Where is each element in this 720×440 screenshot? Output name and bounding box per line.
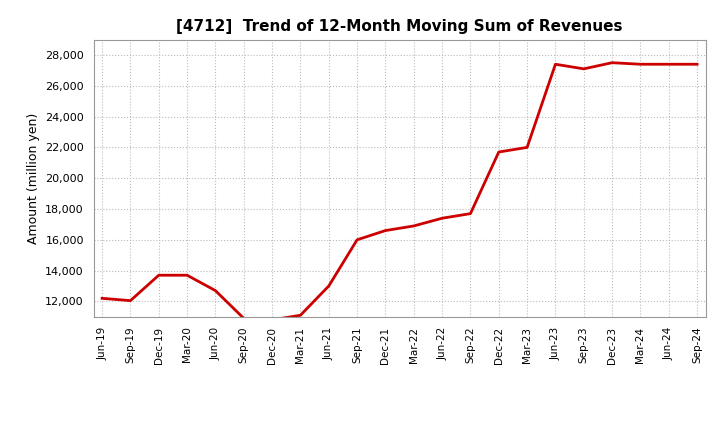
Title: [4712]  Trend of 12-Month Moving Sum of Revenues: [4712] Trend of 12-Month Moving Sum of R…	[176, 19, 623, 34]
Y-axis label: Amount (million yen): Amount (million yen)	[27, 113, 40, 244]
